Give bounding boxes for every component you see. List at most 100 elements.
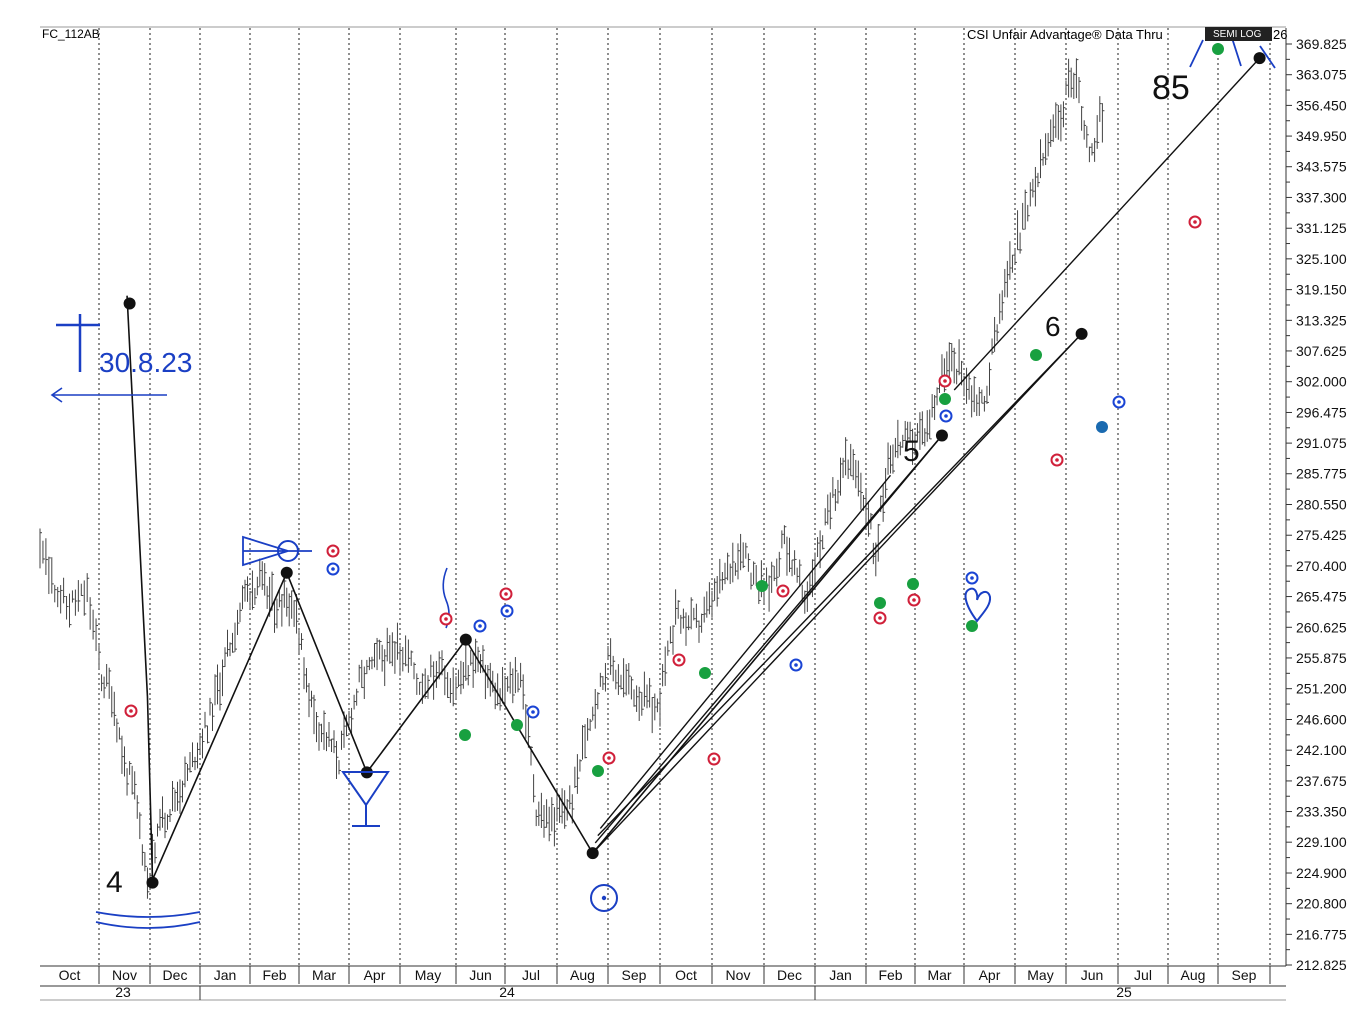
y-tick-label: 343.575	[1296, 159, 1347, 175]
x-month-label: Apr	[364, 967, 386, 983]
x-month-label: Sep	[1232, 967, 1257, 983]
x-month-label: Dec	[777, 967, 802, 983]
y-tick-label: 260.625	[1296, 619, 1347, 635]
signal-dot-green	[459, 729, 471, 741]
time-axis: Oct Nov Dec Jan Feb Mar Apr May Jun Jul Aug Sep Oct N…	[40, 966, 1286, 1001]
trend-line	[594, 435, 943, 844]
y-tick-label: 242.100	[1296, 742, 1347, 758]
x-month-label: Dec	[163, 967, 188, 983]
arc-symbol	[95, 911, 201, 929]
x-month-label: Jul	[522, 967, 540, 983]
y-tick-label: 302.000	[1296, 374, 1347, 390]
data-source-tail: 26	[1273, 27, 1287, 42]
symbol-label: FC_112AB	[42, 27, 100, 41]
wave-label-4: 4	[106, 866, 123, 899]
ohlc-bars	[39, 58, 1105, 899]
heart-symbol	[964, 587, 992, 623]
y-tick-label: 313.325	[1296, 312, 1347, 328]
y-tick-label: 285.775	[1296, 466, 1347, 482]
signal-dot-red-center	[331, 549, 335, 553]
signal-dot-blue-center	[794, 663, 798, 667]
x-month-label: Jun	[1081, 967, 1104, 983]
month-gridlines	[98, 28, 1271, 966]
signal-dot-blue-center	[478, 624, 482, 628]
x-month-label: Nov	[112, 967, 137, 983]
x-month-label: Sep	[622, 967, 647, 983]
x-month-label: Oct	[675, 967, 697, 983]
x-month-label: May	[1027, 967, 1053, 983]
x-month-label: Mar	[312, 967, 336, 983]
wave-line	[126, 295, 943, 881]
y-tick-label: 216.775	[1296, 926, 1347, 942]
signal-dot-green	[756, 580, 768, 592]
y-tick-label: 319.150	[1296, 282, 1347, 298]
signal-dot-blue-center	[505, 609, 509, 613]
signal-dot-red-center	[1055, 458, 1059, 462]
signal-dot-green	[939, 393, 951, 405]
wave-pivot	[123, 297, 136, 310]
y-tick-label: 356.450	[1296, 97, 1347, 113]
x-month-label: Oct	[59, 967, 81, 983]
trend-line	[592, 333, 1083, 854]
x-month-label: Jan	[829, 967, 852, 983]
signal-dot-blue-center	[331, 567, 335, 571]
signal-dot-green	[1030, 349, 1042, 361]
wave-label-85: 85	[1152, 69, 1190, 107]
signal-dot-red-center	[712, 757, 716, 761]
y-tick-label: 251.200	[1296, 681, 1347, 697]
date-note: 30.8.23	[99, 347, 192, 378]
x-year-label: 24	[499, 984, 515, 1000]
wave-pivot	[586, 847, 599, 860]
signal-dot-blue-center	[531, 710, 535, 714]
y-tick-label: 255.875	[1296, 650, 1347, 666]
y-tick-label: 224.900	[1296, 865, 1347, 881]
semi-log-badge	[1205, 27, 1272, 41]
y-tick-label: 265.475	[1296, 589, 1347, 605]
y-tick-label: 331.125	[1296, 220, 1347, 236]
data-source-label: CSI Unfair Advantage® Data Thru	[967, 27, 1163, 42]
wave-pivot	[1075, 327, 1088, 340]
y-tick-label: 337.300	[1296, 189, 1347, 205]
target-center	[601, 895, 607, 901]
signal-dot-green	[907, 578, 919, 590]
target-symbol	[590, 884, 618, 912]
x-year-label: 25	[1116, 984, 1132, 1000]
glass-symbol	[341, 771, 390, 827]
y-tick-label: 291.075	[1296, 435, 1347, 451]
x-month-label: May	[415, 967, 441, 983]
signal-dot-red-center	[781, 589, 785, 593]
y-tick-label: 246.600	[1296, 711, 1347, 727]
arrow-symbol	[50, 387, 167, 403]
semi-log-badge-text: SEMI LOG	[1213, 29, 1262, 40]
signal-dot-red-center	[912, 598, 916, 602]
signal-dot-green	[592, 765, 604, 777]
signal-dot-red-center	[943, 379, 947, 383]
x-month-label: Aug	[570, 967, 595, 983]
wave-label-6: 6	[1045, 311, 1061, 342]
wave-pivot	[459, 633, 472, 646]
y-tick-label: 369.825	[1296, 36, 1347, 52]
x-year-label: 23	[115, 984, 131, 1000]
signal-dot-green	[511, 719, 523, 731]
wave-pivot	[146, 876, 159, 889]
x-month-label: Nov	[726, 967, 751, 983]
signal-dot-red-center	[607, 756, 611, 760]
trend-line	[953, 57, 1261, 391]
cross-symbol	[56, 314, 100, 372]
y-tick-label: 270.400	[1296, 558, 1347, 574]
signal-dots	[124, 43, 1224, 777]
y-tick-label: 349.950	[1296, 128, 1347, 144]
signal-dot-blue-center	[1117, 400, 1121, 404]
signal-dot-green	[966, 620, 978, 632]
y-tick-label: 307.625	[1296, 343, 1347, 359]
trend-line	[599, 474, 892, 829]
y-tick-label: 275.425	[1296, 527, 1347, 543]
signal-dot-blue-center	[970, 576, 974, 580]
signal-dot-red-center	[878, 616, 882, 620]
wave-pivot	[1253, 52, 1266, 65]
signal-dot-teal	[1096, 421, 1108, 433]
x-month-label: Jan	[214, 967, 237, 983]
